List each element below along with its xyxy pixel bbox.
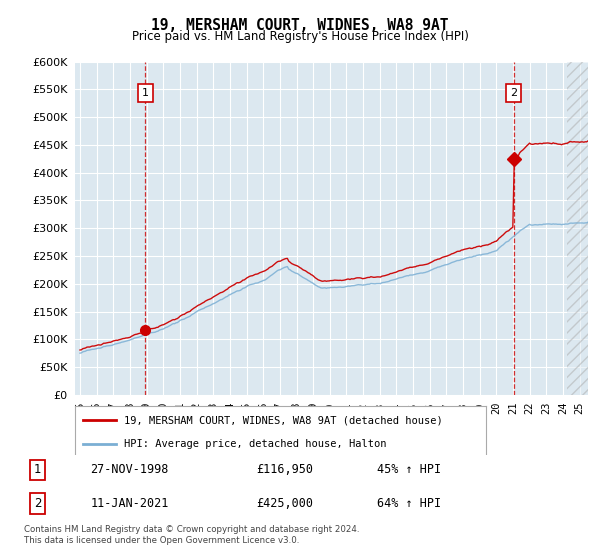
Text: 19, MERSHAM COURT, WIDNES, WA8 9AT: 19, MERSHAM COURT, WIDNES, WA8 9AT <box>151 18 449 33</box>
Text: 11-JAN-2021: 11-JAN-2021 <box>90 497 169 510</box>
Text: Contains HM Land Registry data © Crown copyright and database right 2024.
This d: Contains HM Land Registry data © Crown c… <box>24 525 359 545</box>
Text: 1: 1 <box>142 88 149 98</box>
Text: 45% ↑ HPI: 45% ↑ HPI <box>377 463 442 477</box>
Polygon shape <box>567 62 588 395</box>
Text: 64% ↑ HPI: 64% ↑ HPI <box>377 497 442 510</box>
Text: 1: 1 <box>34 463 41 477</box>
Text: 27-NOV-1998: 27-NOV-1998 <box>90 463 169 477</box>
Text: £116,950: £116,950 <box>256 463 313 477</box>
Text: Price paid vs. HM Land Registry's House Price Index (HPI): Price paid vs. HM Land Registry's House … <box>131 30 469 43</box>
Text: 2: 2 <box>510 88 517 98</box>
Text: 19, MERSHAM COURT, WIDNES, WA8 9AT (detached house): 19, MERSHAM COURT, WIDNES, WA8 9AT (deta… <box>124 415 443 425</box>
Text: 2: 2 <box>34 497 41 510</box>
Text: £425,000: £425,000 <box>256 497 313 510</box>
Text: HPI: Average price, detached house, Halton: HPI: Average price, detached house, Halt… <box>124 439 387 449</box>
